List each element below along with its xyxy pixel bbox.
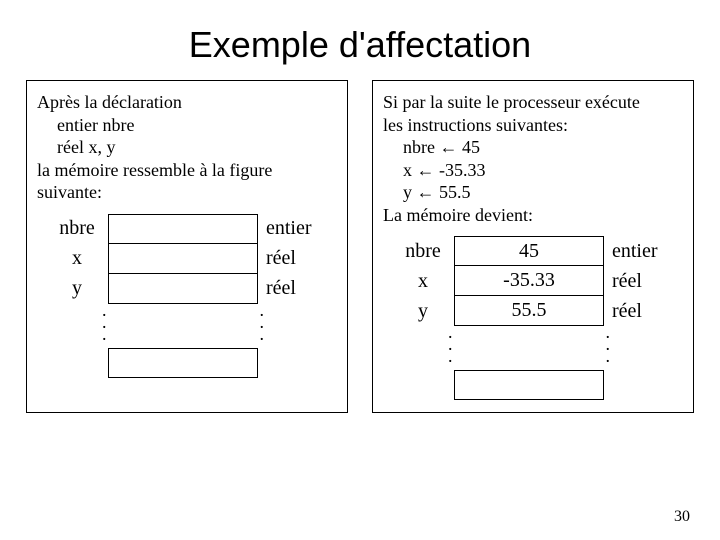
left-line5: suivante: xyxy=(37,181,337,204)
mem-row-value: -35.33 xyxy=(454,266,604,296)
mem-row-type: réel xyxy=(604,266,674,296)
panels-row: Après la déclaration entier nbre réel x,… xyxy=(0,80,720,413)
mem-row-value xyxy=(108,214,258,244)
mem-ellipsis: ... ... xyxy=(454,326,604,370)
mem-row-value: 45 xyxy=(454,236,604,266)
mem-row-type: réel xyxy=(604,296,674,326)
page-number: 30 xyxy=(674,508,690,526)
left-line4: la mémoire ressemble à la figure xyxy=(37,159,337,182)
right-memory-table: nbre 45 entier x -35.33 réel y 55.5 réel… xyxy=(383,236,683,400)
mem-row-value: 55.5 xyxy=(454,296,604,326)
arrow-icon: ← xyxy=(439,137,457,157)
mem-row-type: entier xyxy=(258,214,328,244)
assign-rhs: 55.5 xyxy=(439,182,471,202)
arrow-icon: ← xyxy=(417,160,435,180)
left-line2: entier nbre xyxy=(37,114,337,137)
right-assign2: x ← -35.33 xyxy=(383,159,683,182)
right-line6: La mémoire devient: xyxy=(383,204,683,227)
assign-lhs: x xyxy=(403,160,412,180)
mem-row-type: réel xyxy=(258,244,328,274)
mem-ellipsis: ... ... xyxy=(108,304,258,348)
arrow-icon: ← xyxy=(417,182,435,202)
right-line2: les instructions suivantes: xyxy=(383,114,683,137)
assign-lhs: nbre xyxy=(403,137,435,157)
mem-row-value xyxy=(108,244,258,274)
mem-row-value xyxy=(108,274,258,304)
slide-title: Exemple d'affectation xyxy=(0,0,720,80)
mem-row-name: y xyxy=(46,274,108,304)
assign-rhs: -35.33 xyxy=(439,160,486,180)
mem-row-name: x xyxy=(392,266,454,296)
left-memory-table: nbre entier x réel y réel ... ... xyxy=(37,214,337,378)
mem-row-name: nbre xyxy=(46,214,108,244)
left-line1: Après la déclaration xyxy=(37,91,337,114)
assign-lhs: y xyxy=(403,182,412,202)
assign-rhs: 45 xyxy=(462,137,480,157)
mem-row-type: entier xyxy=(604,236,674,266)
mem-bottom-cell xyxy=(108,348,258,378)
mem-row-type: réel xyxy=(258,274,328,304)
left-line3: réel x, y xyxy=(37,136,337,159)
mem-row-name: x xyxy=(46,244,108,274)
left-panel: Après la déclaration entier nbre réel x,… xyxy=(26,80,348,413)
right-assign3: y ← 55.5 xyxy=(383,181,683,204)
mem-row-name: y xyxy=(392,296,454,326)
right-panel: Si par la suite le processeur exécute le… xyxy=(372,80,694,413)
right-assign1: nbre ← 45 xyxy=(383,136,683,159)
right-line1: Si par la suite le processeur exécute xyxy=(383,91,683,114)
mem-row-name: nbre xyxy=(392,236,454,266)
mem-bottom-cell xyxy=(454,370,604,400)
